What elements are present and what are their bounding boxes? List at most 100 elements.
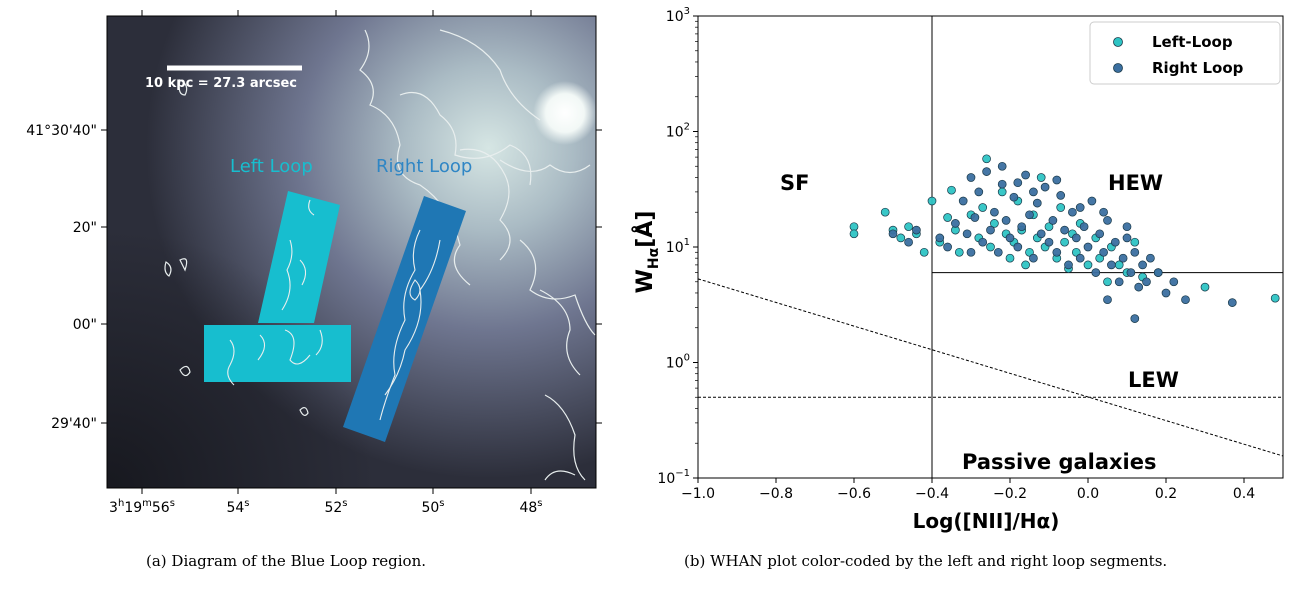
right-loop-point <box>1146 253 1155 263</box>
x-axis-title: Log([NII]/Hα) <box>913 509 1060 533</box>
left-loop-label: Left Loop <box>230 156 313 177</box>
right-loop-point <box>990 207 999 217</box>
right-loop-point <box>935 233 945 243</box>
right-loop-point <box>958 196 968 206</box>
x-tick-label: 0.2 <box>1155 486 1177 502</box>
right-loop-point <box>1114 277 1124 287</box>
right-loop-point <box>1110 237 1120 247</box>
right-loop-point <box>1013 178 1023 188</box>
right-loop-point <box>1025 210 1034 220</box>
legend-marker-left <box>1113 37 1123 47</box>
sf-region-label: SF <box>780 171 809 195</box>
right-loop-region <box>343 196 466 442</box>
right-loop-point <box>943 242 952 252</box>
right-loop-point <box>966 173 976 182</box>
right-loop-point <box>1075 203 1085 212</box>
left-loop-point <box>1200 282 1210 292</box>
right-loop-point <box>1056 191 1066 200</box>
left-loop-region <box>204 191 351 386</box>
image-tick-marks <box>101 10 602 494</box>
left-loop-point <box>1270 293 1280 303</box>
legend-marker-right <box>1113 63 1123 73</box>
y-axis-title: WHα[Å] <box>632 211 662 294</box>
right-loop-point <box>951 219 960 228</box>
left-loop-point <box>997 187 1007 197</box>
right-loop-point <box>1122 233 1132 243</box>
passive-divider-line <box>697 278 1284 457</box>
right-loop-point <box>1227 298 1237 307</box>
y-tick-label: 10−1 <box>657 468 690 487</box>
panel-b: −1.0 −0.8 −0.6 −0.4 −0.2 0.0 0.2 0.4 10−1 100 101 1… <box>600 0 1303 588</box>
x-tick-label: 0.0 <box>1077 486 1099 502</box>
right-loop-point <box>997 161 1007 171</box>
whan-plot: −1.0 −0.8 −0.6 −0.4 −0.2 0.0 0.2 0.4 10−1 100 101 1… <box>632 6 1284 533</box>
left-loop-point <box>1021 260 1030 270</box>
right-loop-point <box>1048 216 1058 225</box>
ra-tick-label: 48s <box>519 498 542 516</box>
left-loop-point <box>986 242 995 252</box>
right-loop-point <box>1071 233 1081 243</box>
scale-bar-label: 10 kpc = 27.3 arcsec <box>145 76 297 91</box>
left-loop-point <box>978 203 988 212</box>
ra-tick-label: 50s <box>421 498 444 516</box>
left-loop-point <box>1130 237 1140 247</box>
right-loop-point <box>1052 247 1062 257</box>
dec-tick-label: 41°30'40" <box>26 123 97 139</box>
right-loop-point <box>1091 268 1101 277</box>
x-tick-label: 0.4 <box>1233 486 1255 502</box>
right-loop-point <box>1130 314 1140 323</box>
right-loop-point <box>1153 268 1163 277</box>
y-tick-label: 100 <box>666 353 690 372</box>
x-tick-label: −0.2 <box>993 486 1027 502</box>
left-loop-point <box>982 154 991 164</box>
right-loop-point <box>1095 229 1105 239</box>
legend-label-right: Right Loop <box>1152 59 1244 77</box>
left-loop-point <box>1044 222 1054 232</box>
right-loop-point <box>1036 229 1046 239</box>
right-loop-point <box>904 237 913 247</box>
right-loop-label: Right Loop <box>376 156 472 177</box>
ra-tick-label: 52s <box>324 498 347 516</box>
right-loop-point <box>1099 247 1108 257</box>
right-loop-point <box>1181 295 1190 305</box>
image-frame <box>106 15 597 489</box>
right-loop-point <box>1052 175 1062 185</box>
passive-region-label: Passive galaxies <box>962 450 1157 474</box>
right-loop-point <box>912 225 921 235</box>
legend-box <box>1089 21 1281 85</box>
x-tick-label: −0.8 <box>759 486 793 502</box>
right-loop-point <box>1169 277 1179 287</box>
panel-a: 10 kpc = 27.3 arcsec Left Loop Right Loo… <box>0 0 640 588</box>
right-loop-point <box>1060 225 1069 235</box>
right-loop-point <box>970 213 980 222</box>
ra-tick-label: 3h19m56s <box>109 498 175 516</box>
x-tick-label: −0.6 <box>837 486 871 502</box>
legend: Left-Loop Right Loop <box>1089 21 1281 85</box>
ra-tick-label: 54s <box>226 498 249 516</box>
right-loop-point <box>1044 237 1054 247</box>
right-loop-point <box>962 229 972 239</box>
right-loop-point <box>1107 260 1116 270</box>
right-loop-point <box>1118 253 1128 263</box>
bright-star <box>533 81 596 145</box>
left-loop-point <box>849 229 859 239</box>
left-loop-point <box>919 247 929 257</box>
caption-b: (b) WHAN plot color-coded by the left an… <box>684 552 1168 570</box>
right-loop-point <box>1021 170 1030 180</box>
dec-tick-label: 29'40" <box>51 416 97 432</box>
left-loop-point <box>896 233 906 243</box>
right-loop-point <box>974 187 984 197</box>
right-loop-point <box>978 237 988 247</box>
right-loop-point <box>1134 282 1144 292</box>
lew-region-label: LEW <box>1128 368 1179 392</box>
left-loop-point <box>904 222 913 232</box>
right-loop-point <box>1079 222 1089 232</box>
right-loop-point <box>1103 216 1112 225</box>
left-loop-point <box>1036 173 1046 182</box>
legend-label-left: Left-Loop <box>1152 33 1233 51</box>
right-loop-point <box>1122 222 1132 232</box>
left-loop-point <box>1056 203 1066 212</box>
right-loop-point <box>997 179 1007 189</box>
right-loop-point <box>993 247 1003 257</box>
left-loop-point <box>1083 260 1093 270</box>
